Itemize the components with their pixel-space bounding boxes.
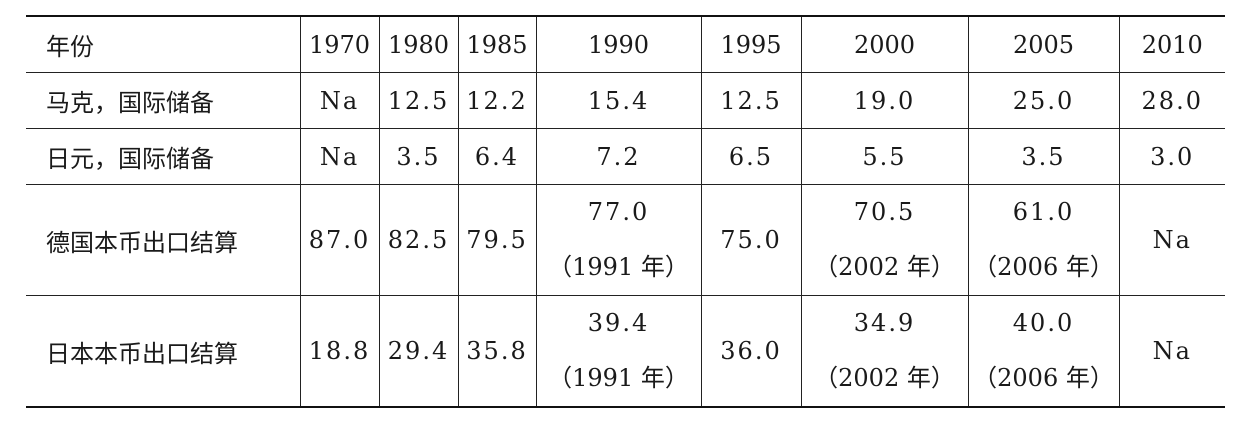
header-cell-1970: 1970 — [299, 16, 379, 73]
table-cell: 3.5 — [378, 128, 458, 185]
header-cell-1990: 1990 — [535, 16, 701, 73]
cell-year-note: （2006 年） — [973, 364, 1114, 392]
table-cell: 19.0 — [800, 72, 968, 129]
table-cell: 29.4 — [378, 295, 458, 407]
table-cell: 15.4 — [535, 72, 701, 129]
table-cell: 5.5 — [800, 128, 968, 185]
header-cell-year-label: 年份 — [46, 33, 94, 61]
table-cell: 75.0 — [700, 184, 801, 296]
table-cell: 3.5 — [967, 128, 1119, 185]
cell-value: 70.5 — [853, 198, 916, 226]
table-cell: 39.4 （1991 年） — [535, 295, 701, 407]
table-cell: 34.9 （2002 年） — [800, 295, 968, 407]
table-cell: 12.2 — [457, 72, 536, 129]
header-cell-1980: 1980 — [378, 16, 458, 73]
table-cell: Na — [1118, 295, 1225, 407]
table-cell: 36.0 — [700, 295, 801, 407]
currency-statistics-table: 年份 1970 1980 1985 1990 1995 2000 2005 20… — [26, 15, 1225, 408]
table-cell: 77.0 （1991 年） — [535, 184, 701, 296]
table-cell: 18.8 — [299, 295, 379, 407]
row-label: 日本本币出口结算 — [46, 339, 238, 368]
header-cell-2010: 2010 — [1118, 16, 1225, 73]
table-cell: Na — [1118, 184, 1225, 296]
cell-value: 61.0 — [1012, 198, 1075, 226]
table-cell: 40.0 （2006 年） — [967, 295, 1119, 407]
header-cell-2000: 2000 — [800, 16, 968, 73]
table-cell: Na — [299, 128, 379, 185]
table-cell: 70.5 （2002 年） — [800, 184, 968, 296]
table-row-japan-export-settlement: 日本本币出口结算 18.8 29.4 35.8 39.4 （1991 年） 36… — [26, 295, 1225, 407]
table-cell: 12.5 — [700, 72, 801, 129]
table-cell: 79.5 — [457, 184, 536, 296]
table-cell: 61.0 （2006 年） — [967, 184, 1119, 296]
cell-year-note: （2002 年） — [814, 364, 955, 392]
table-row-germany-export-settlement: 德国本币出口结算 87.0 82.5 79.5 77.0 （1991 年） 75… — [26, 184, 1225, 296]
table-cell: 82.5 — [378, 184, 458, 296]
table-cell: 35.8 — [457, 295, 536, 407]
header-row: 年份 1970 1980 1985 1990 1995 2000 2005 20… — [26, 16, 1225, 73]
cell-year-note: （1991 年） — [548, 253, 689, 281]
cell-value: 39.4 — [587, 309, 650, 337]
row-label: 马克，国际储备 — [46, 89, 214, 117]
header-cell-1995: 1995 — [700, 16, 801, 73]
row-label: 日元，国际储备 — [46, 145, 214, 173]
table-cell: Na — [299, 72, 379, 129]
table-cell: 6.4 — [457, 128, 536, 185]
table-cell: 12.5 — [378, 72, 458, 129]
table-row-mark-reserves: 马克，国际储备 Na 12.5 12.2 15.4 12.5 19.0 25.0… — [26, 72, 1225, 129]
cell-value: 77.0 — [587, 198, 650, 226]
cell-value: 40.0 — [1012, 309, 1075, 337]
table-cell: 3.0 — [1118, 128, 1225, 185]
row-label: 德国本币出口结算 — [46, 228, 238, 257]
table-row-yen-reserves: 日元，国际储备 Na 3.5 6.4 7.2 6.5 5.5 3.5 3.0 — [26, 128, 1225, 185]
cell-year-note: （2006 年） — [973, 253, 1114, 281]
cell-year-note: （1991 年） — [548, 364, 689, 392]
header-cell-1985: 1985 — [457, 16, 536, 73]
table-cell: 6.5 — [700, 128, 801, 185]
header-cell-2005: 2005 — [967, 16, 1119, 73]
table-cell: 28.0 — [1118, 72, 1225, 129]
table-cell: 7.2 — [535, 128, 701, 185]
cell-year-note: （2002 年） — [814, 253, 955, 281]
table-cell: 87.0 — [299, 184, 379, 296]
cell-value: 34.9 — [853, 309, 916, 337]
table-cell: 25.0 — [967, 72, 1119, 129]
